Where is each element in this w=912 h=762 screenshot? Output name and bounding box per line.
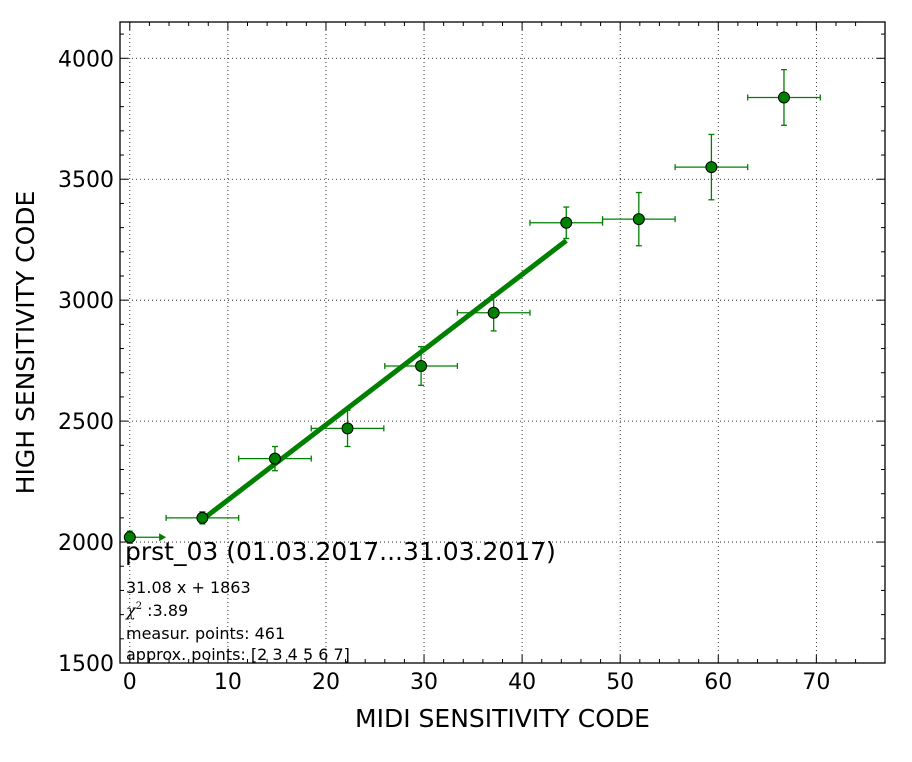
data-point-group bbox=[123, 530, 167, 544]
y-tick-label: 3000 bbox=[58, 289, 114, 314]
data-point-group bbox=[529, 206, 604, 240]
y-tick-label: 2500 bbox=[58, 410, 114, 435]
data-point bbox=[777, 91, 790, 104]
data-point bbox=[705, 161, 718, 174]
annotation-title: prst_03 (01.03.2017...31.03.2017) bbox=[125, 537, 556, 566]
chi-symbol: χ bbox=[125, 601, 137, 620]
data-point-group bbox=[674, 133, 749, 201]
y-axis-label: HIGH SENSITIVITY CODE bbox=[11, 191, 40, 495]
data-point-group bbox=[165, 511, 240, 525]
x-tick-label: 60 bbox=[704, 670, 732, 695]
data-points bbox=[123, 69, 821, 544]
grid bbox=[120, 22, 885, 664]
x-axis-label: MIDI SENSITIVITY CODE bbox=[355, 704, 650, 733]
annotation-equation: 31.08 x + 1863 bbox=[126, 578, 251, 597]
data-point bbox=[196, 511, 209, 524]
annotation-measur-points: measur. points: 461 bbox=[126, 624, 285, 643]
fit-line-group bbox=[200, 238, 568, 522]
limit-arrow-head bbox=[159, 533, 167, 542]
data-point-group bbox=[384, 345, 459, 386]
axis-ticks bbox=[120, 22, 885, 664]
data-point bbox=[487, 306, 500, 319]
y-tick-labels: 1500 2000 2500 3000 3500 4000 bbox=[58, 47, 114, 677]
data-point-group bbox=[601, 191, 676, 247]
x-tick-label: 30 bbox=[410, 670, 438, 695]
fit-line bbox=[200, 238, 568, 522]
annotation-chi-square: χ2 :3.89 bbox=[125, 601, 188, 620]
annotation-approx-points: approx. points: [2 3 4 5 6 7] bbox=[126, 645, 350, 664]
x-tick-label: 50 bbox=[606, 670, 634, 695]
x-tick-label: 40 bbox=[508, 670, 536, 695]
fit-annotation: prst_03 (01.03.2017...31.03.2017) 31.08 … bbox=[125, 537, 556, 664]
x-tick-label: 20 bbox=[312, 670, 340, 695]
y-tick-label: 2000 bbox=[58, 531, 114, 556]
x-tick-label: 0 bbox=[123, 670, 137, 695]
data-point-group bbox=[238, 445, 312, 472]
chi-superscript: 2 bbox=[136, 601, 142, 612]
data-point bbox=[123, 531, 136, 544]
data-point bbox=[415, 359, 428, 372]
plot-frame bbox=[119, 21, 886, 664]
data-point bbox=[341, 422, 354, 435]
y-tick-label: 4000 bbox=[58, 47, 114, 72]
data-point-group bbox=[747, 69, 821, 126]
x-tick-label: 10 bbox=[214, 670, 242, 695]
data-point bbox=[560, 216, 573, 229]
data-point-group bbox=[456, 293, 531, 332]
data-point bbox=[268, 452, 281, 465]
x-tick-labels: 0 10 20 30 40 50 60 70 bbox=[123, 670, 831, 695]
y-tick-label: 3500 bbox=[58, 168, 114, 193]
data-point-group bbox=[310, 409, 385, 448]
x-tick-label: 70 bbox=[802, 670, 830, 695]
chi-value: :3.89 bbox=[142, 601, 188, 620]
y-tick-label: 1500 bbox=[58, 652, 114, 677]
data-point bbox=[632, 213, 645, 226]
